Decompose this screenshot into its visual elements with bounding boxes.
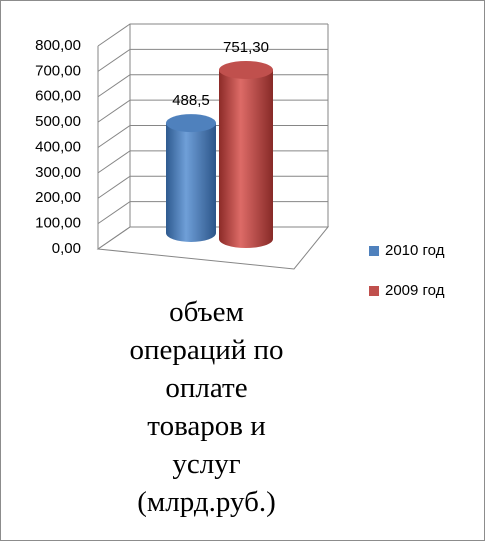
legend-label: 2009 год [385,282,445,299]
y-tick-label: 800,00 [35,37,81,54]
legend-label: 2010 год [385,242,445,259]
legend-swatch [369,286,379,296]
y-tick-label: 500,00 [35,113,81,130]
legend-swatch [369,246,379,256]
y-tick-label: 400,00 [35,138,81,155]
chart-title: объем операций по оплате товаров и услуг… [129,296,284,518]
y-tick-label: 0,00 [52,240,81,257]
y-tick-label: 300,00 [35,164,81,181]
grid-line [97,48,328,72]
y-tick-label: 200,00 [35,189,81,206]
bar-body [219,69,273,249]
y-tick-label: 700,00 [35,62,81,79]
grid-line [97,74,328,98]
data-label: 488,5 [172,92,210,109]
bar-body [166,123,216,242]
bar-top [166,114,216,133]
y-tick-label: 600,00 [35,88,81,105]
bar-top [219,60,273,79]
grid-line [97,23,328,47]
data-label: 751,30 [223,39,269,56]
y-tick-label: 100,00 [35,215,81,232]
